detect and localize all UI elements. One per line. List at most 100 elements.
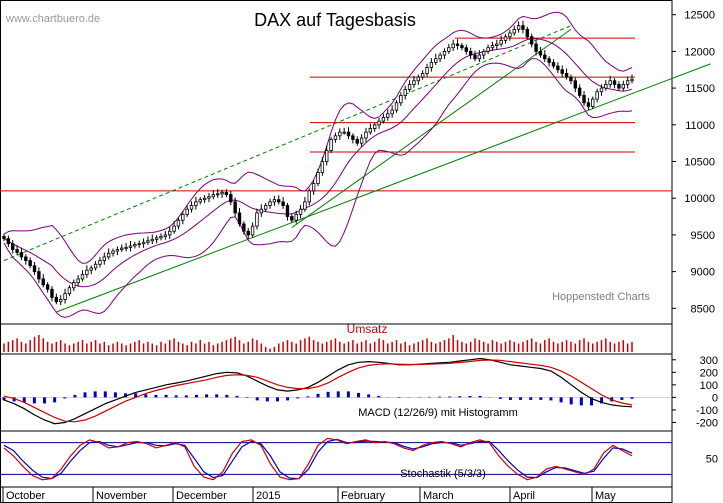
candle-body [76,278,80,284]
candle-body [468,50,473,56]
price-tick-label: 12500 [684,10,715,22]
candle-body [473,54,477,60]
candle-body [604,84,608,89]
price-tick-label: 9000 [691,267,715,279]
candle-body [6,238,11,245]
candle-body [556,65,560,71]
stochastic-k-line [3,437,633,481]
price-tick-label: 10500 [684,157,715,169]
candle-body [434,58,438,63]
candle-body [582,95,586,104]
month-label: March [423,490,454,502]
candle-body [416,76,421,82]
candle-body [224,191,229,195]
month-label: December [176,490,227,502]
candle-body [577,87,582,96]
candle-body [311,183,316,192]
candle-body [120,247,124,250]
candle-body [534,43,538,52]
candle-body [525,28,530,38]
candle-body [15,249,19,253]
candle-body [2,235,6,239]
candle-body [399,95,403,104]
candle-body [163,234,168,237]
candle-body [263,205,268,210]
candle-body [41,278,45,286]
candle-body [608,80,612,85]
candle-body [111,250,115,254]
candle-body [503,36,508,41]
candle-body [272,199,277,203]
candle-body [338,131,342,137]
month-label: November [96,490,147,502]
candle-body [168,230,172,236]
candle-body [255,212,259,227]
candle-body [451,43,455,49]
candle-body [294,213,298,221]
candle-body [429,61,434,68]
stochastic-label: Stochastik (5/3/3) [400,468,486,480]
candle-body [102,256,107,262]
candle-body [495,43,499,46]
candle-body [67,287,72,295]
price-tick-label: 12000 [684,46,715,58]
candle-body [124,246,128,249]
watermark: www.chartbuero.de [5,13,100,25]
candle-body [58,299,63,303]
candle-body [229,194,233,203]
candle-body [320,161,325,173]
candle-body [621,84,625,89]
month-label: 2015 [256,490,280,502]
candle-body [207,196,211,199]
candle-body [93,263,98,269]
candle-body [551,61,556,67]
candle-body [381,117,386,122]
chart-title: DAX auf Tagesbasis [254,10,416,30]
candle-body [390,109,394,115]
candle-body [372,124,377,129]
candle-body [359,137,364,144]
price-panel [2,11,634,318]
price-tick-label: 11000 [685,120,715,132]
candle-body [98,260,102,265]
candle-body [63,293,67,300]
candle-body [573,80,578,89]
candle-body [268,201,272,206]
candle-body [172,225,176,232]
trendline [56,63,711,313]
candle-body [89,267,93,271]
macd-tick-label: 200 [700,367,718,379]
candle-body [115,249,120,252]
month-label: April [513,490,535,502]
volume-label: Umsatz [347,322,388,336]
price-tick-label: 8500 [691,303,715,315]
candle-body [28,260,32,267]
candle-body [625,80,630,85]
candle-body [508,32,512,38]
guide-lines [0,25,711,313]
candle-body [128,245,133,248]
candle-body [237,212,242,225]
candle-body [246,230,250,236]
candle-body [277,199,281,203]
trendline [291,28,572,228]
candle-body [259,208,264,214]
candle-body [325,150,329,162]
candle-body [329,139,333,151]
candle-body [425,67,429,74]
candle-body [599,87,604,93]
bollinger-band [3,11,633,264]
macd-line [3,357,633,425]
candle-body [24,256,28,262]
candle-body [215,193,220,196]
candle-body [529,36,534,45]
macd-tick-label: -100 [696,405,718,417]
candle-body [407,84,412,90]
macd-signal-line [3,359,633,423]
candle-body [85,269,89,275]
bollinger-band [3,58,633,318]
candle-body [11,243,15,250]
candle-body [307,190,311,203]
stochastic-tick-label: 50 [706,454,718,466]
